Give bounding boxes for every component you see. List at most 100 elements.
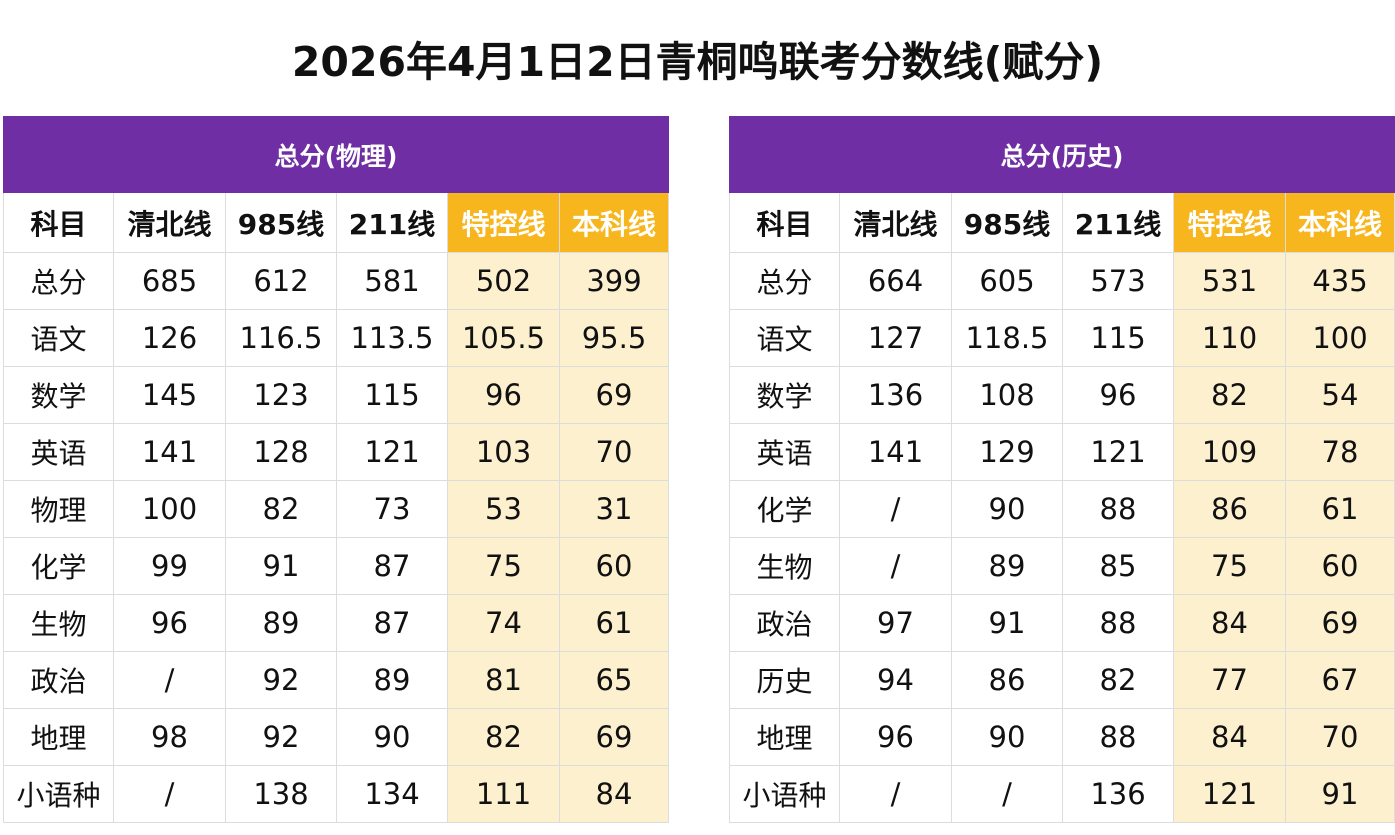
score-cell: 129 [951, 423, 1063, 481]
score-cell: 95.5 [559, 309, 669, 367]
table-row: 语文 127 118.5 115 110 100 [729, 309, 1395, 367]
score-cell: 88 [1062, 594, 1174, 652]
group-header: 总分(物理) [3, 116, 669, 193]
score-cell: 86 [951, 651, 1063, 709]
score-cell: 54 [1285, 366, 1395, 424]
column-header: 特控线 [1173, 192, 1286, 253]
score-cell: 60 [1285, 537, 1395, 595]
score-cell: 96 [839, 708, 952, 766]
subject-cell: 总分 [729, 252, 840, 310]
score-cell: 75 [1173, 537, 1286, 595]
subject-cell: 物理 [3, 480, 114, 538]
score-cell: 89 [336, 651, 448, 709]
score-cell: 115 [336, 366, 448, 424]
score-cell: / [839, 765, 952, 823]
score-cell: 65 [559, 651, 669, 709]
score-cell: 90 [951, 480, 1063, 538]
score-cell: 399 [559, 252, 669, 310]
score-cell: 121 [1173, 765, 1286, 823]
table-row: 历史 94 86 82 77 67 [729, 651, 1395, 709]
subject-cell: 政治 [729, 594, 840, 652]
score-cell: 86 [1173, 480, 1286, 538]
score-cell: 105.5 [447, 309, 560, 367]
table-row: 化学 99 91 87 75 60 [3, 537, 669, 595]
subject-cell: 小语种 [3, 765, 114, 823]
score-cell: 100 [1285, 309, 1395, 367]
score-cell: 531 [1173, 252, 1286, 310]
score-cell: / [839, 480, 952, 538]
subject-cell: 化学 [729, 480, 840, 538]
table-row: 英语 141 128 121 103 70 [3, 423, 669, 481]
score-cell: 94 [839, 651, 952, 709]
column-header: 211线 [1062, 192, 1174, 253]
table-row: 小语种/138 134 111 84 [3, 765, 669, 823]
table-row: 小语种 //136 121 91 [729, 765, 1395, 823]
score-cell: 612 [225, 252, 337, 310]
score-cell: 109 [1173, 423, 1286, 481]
table-row: 地理 96 90 88 84 70 [729, 708, 1395, 766]
score-cell: 605 [951, 252, 1063, 310]
score-cell: 88 [1062, 480, 1174, 538]
subject-cell: 总分 [3, 252, 114, 310]
table-row: 生物 96 89 87 74 61 [3, 594, 669, 652]
subject-cell: 语文 [729, 309, 840, 367]
score-cell: 75 [447, 537, 560, 595]
table-row: 总分 685 612 581 502 399 [3, 252, 669, 310]
score-table-physics: 总分(物理) 科目 清北线 985线 211线 特控线 本科线 总分 685 612 581 50… [3, 116, 669, 823]
subject-cell: 地理 [729, 708, 840, 766]
score-cell: 134 [336, 765, 448, 823]
subject-cell: 语文 [3, 309, 114, 367]
score-cell: 84 [559, 765, 669, 823]
score-cell: 98 [113, 708, 226, 766]
score-cell: 136 [1062, 765, 1174, 823]
score-cell: 97 [839, 594, 952, 652]
score-cell: 70 [559, 423, 669, 481]
score-cell: 90 [336, 708, 448, 766]
score-cell: 115 [1062, 309, 1174, 367]
subject-cell: 英语 [3, 423, 114, 481]
score-cell: 581 [336, 252, 448, 310]
score-cell: 99 [113, 537, 226, 595]
score-cell: 87 [336, 594, 448, 652]
score-cell: 78 [1285, 423, 1395, 481]
score-cell: 91 [1285, 765, 1395, 823]
score-cell: 82 [447, 708, 560, 766]
score-cell: 91 [225, 537, 337, 595]
score-cell: 61 [559, 594, 669, 652]
table-row: 政治 97 91 88 84 69 [729, 594, 1395, 652]
column-header: 科目 [729, 192, 840, 253]
table-row: 数学 145 123 115 96 69 [3, 366, 669, 424]
score-cell: 121 [1062, 423, 1174, 481]
score-cell: 60 [559, 537, 669, 595]
score-cell: / [113, 765, 226, 823]
score-cell: 91 [951, 594, 1063, 652]
score-cell: 685 [113, 252, 226, 310]
subject-cell: 数学 [729, 366, 840, 424]
score-cell: 84 [1173, 708, 1286, 766]
score-cell: 123 [225, 366, 337, 424]
score-cell: 69 [559, 708, 669, 766]
score-cell: 89 [225, 594, 337, 652]
table-row: 地理 98 92 90 82 69 [3, 708, 669, 766]
subject-cell: 历史 [729, 651, 840, 709]
table-row: 化学/90 88 86 61 [729, 480, 1395, 538]
score-cell: 100 [113, 480, 226, 538]
column-header: 特控线 [447, 192, 560, 253]
score-cell: 92 [225, 651, 337, 709]
subject-cell: 英语 [729, 423, 840, 481]
score-cell: 141 [839, 423, 952, 481]
column-header: 清北线 [113, 192, 226, 253]
score-cell: 74 [447, 594, 560, 652]
table-row: 生物/89 85 75 60 [729, 537, 1395, 595]
score-cell: 90 [951, 708, 1063, 766]
score-cell: 53 [447, 480, 560, 538]
column-header: 本科线 [1285, 192, 1395, 253]
score-cell: 573 [1062, 252, 1174, 310]
score-cell: 31 [559, 480, 669, 538]
score-cell: 113.5 [336, 309, 448, 367]
score-cell: 136 [839, 366, 952, 424]
score-cell: / [839, 537, 952, 595]
table-row: 物理 100 82 73 53 31 [3, 480, 669, 538]
subject-cell: 生物 [3, 594, 114, 652]
score-cell: 96 [113, 594, 226, 652]
